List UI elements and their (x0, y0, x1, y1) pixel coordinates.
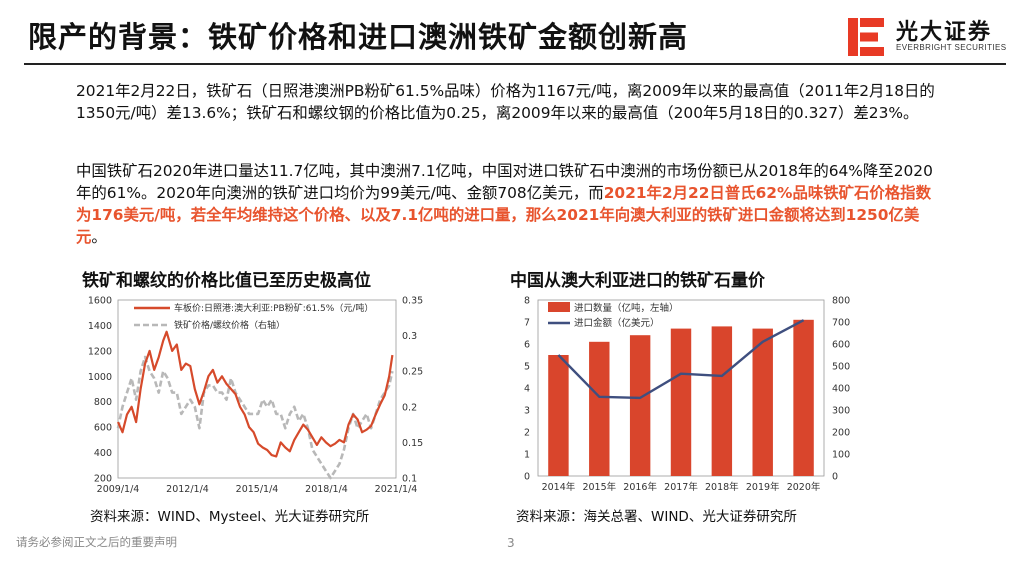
legend-swatch-volume (548, 302, 570, 312)
left-y-tick-label: 7 (524, 318, 530, 329)
left-y-tick-label: 1000 (88, 372, 112, 383)
right-y-tick-label: 0 (832, 472, 838, 483)
right-y-tick-label: 0.2 (402, 402, 417, 413)
left-y-tick-label: 4 (524, 384, 530, 395)
import-volume-bar (629, 335, 651, 476)
left-y-tick-label: 1 (524, 450, 530, 461)
left-y-tick-label: 6 (524, 340, 530, 351)
import-value-line (557, 319, 805, 400)
left-y-tick-label: 3 (524, 406, 530, 417)
x-tick-label: 2012/1/4 (166, 484, 209, 495)
right-y-tick-label: 800 (832, 296, 850, 307)
right-y-tick-label: 400 (832, 384, 850, 395)
page-title: 限产的背景：铁矿价格和进口澳洲铁矿金额创新高 (28, 20, 689, 54)
import-volume-bar (752, 328, 773, 476)
legend-label-value: 进口金额（亿美元） (574, 317, 660, 329)
everbright-logo-icon (848, 18, 884, 56)
plot-area-frame (117, 299, 397, 479)
x-tick-label: 2009/1/4 (97, 484, 140, 495)
left-chart-source: 资料来源：WIND、Mysteel、光大证券研究所 (90, 509, 370, 525)
left-y-tick-label: 400 (94, 448, 112, 459)
right-y-tick-label: 300 (832, 406, 850, 417)
title-divider (24, 63, 1006, 65)
x-tick-label: 2019年 (746, 481, 780, 493)
x-tick-label: 2015/1/4 (236, 484, 279, 495)
page-number: 3 (507, 536, 515, 550)
right-y-tick-label: 200 (832, 428, 850, 439)
right-y-tick-label: 0.1 (402, 474, 417, 485)
brand-logo: 光大证券 EVERBRIGHT SECURITIES (846, 14, 1016, 60)
highlighted-text: 2021年2月22日普氏62%品味铁矿石价格指数为176美元/吨，若全年均维持这… (76, 184, 931, 246)
import-volume-value-chart: 8 7 6 5 4 3 2 1 0 800 700 600 500 400 300 200 100 0 2014年 2… (524, 296, 850, 494)
x-tick-label: 2015年 (582, 481, 616, 493)
left-y-tick-label: 600 (94, 423, 112, 434)
left-y-tick-label: 5 (524, 362, 530, 373)
left-y-tick-label: 1400 (88, 321, 112, 332)
price-ratio-line-chart: 1600 1400 1200 1000 800 600 400 200 0.35 0.3 0.25 0… (88, 296, 423, 496)
logo-chinese-name: 光大证券 (896, 20, 993, 45)
footer-disclaimer: 请务必参阅正文之后的重要声明 (16, 535, 177, 549)
right-chart-source: 资料来源：海关总署、WIND、光大证券研究所 (516, 509, 797, 525)
import-volume-bar (670, 328, 692, 476)
left-y-tick-label: 2 (524, 428, 530, 439)
x-tick-label: 2014年 (542, 481, 576, 493)
iron-ore-price-line (116, 330, 394, 458)
x-tick-label: 2018/1/4 (305, 484, 348, 495)
left-y-tick-label: 1600 (88, 296, 112, 307)
left-chart-title: 铁矿和螺纹的价格比值已至历史极高位 (82, 271, 371, 291)
paragraph-text: 中国铁矿石2020年进口量达11.7亿吨，其中澳洲7.1亿吨，中国对进口铁矿石中… (76, 162, 933, 202)
paragraph-end: 。 (91, 228, 107, 246)
left-y-tick-label: 1200 (88, 346, 112, 357)
right-y-tick-label: 0.15 (402, 438, 423, 449)
x-tick-label: 2016年 (623, 481, 657, 493)
left-y-tick-label: 8 (524, 296, 530, 307)
right-y-tick-label: 0.3 (402, 331, 417, 342)
left-y-tick-label: 0 (524, 472, 530, 483)
right-y-tick-label: 500 (832, 362, 850, 373)
import-volume-bar (711, 326, 733, 476)
right-y-tick-label: 0.35 (402, 296, 423, 307)
logo-english-name: EVERBRIGHT SECURITIES (896, 43, 1007, 52)
legend-label-price: 车板价:日照港:澳大利亚:PB粉矿:61.5%（元/吨） (174, 302, 373, 314)
x-tick-label: 2017年 (664, 481, 698, 493)
left-y-tick-label: 800 (94, 397, 112, 408)
x-tick-label: 2018年 (705, 481, 739, 493)
import-volume-bar (793, 319, 814, 476)
x-tick-label: 2021/1/4 (375, 484, 418, 495)
right-chart-title: 中国从澳大利亚进口的铁矿石量价 (510, 271, 765, 291)
paragraph-iron-ore-price: 2021年2月22日，铁矿石（日照港澳洲PB粉矿61.5%品味）价格为1167元… (76, 82, 935, 122)
legend-label-volume: 进口数量（亿吨，左轴） (574, 302, 679, 314)
right-y-tick-label: 100 (832, 450, 850, 461)
right-y-tick-label: 0.25 (402, 367, 423, 378)
left-y-tick-label: 200 (94, 474, 112, 485)
import-volume-bar (548, 355, 569, 476)
paragraph-import-volume: 中国铁矿石2020年进口量达11.7亿吨，其中澳洲7.1亿吨，中国对进口铁矿石中… (76, 160, 942, 248)
right-y-tick-label: 600 (832, 340, 850, 351)
right-y-tick-label: 700 (832, 318, 850, 329)
legend-label-ratio: 铁矿价格/螺纹价格（右轴） (174, 319, 285, 331)
x-tick-label: 2020年 (787, 481, 821, 493)
import-volume-bar (589, 341, 610, 476)
